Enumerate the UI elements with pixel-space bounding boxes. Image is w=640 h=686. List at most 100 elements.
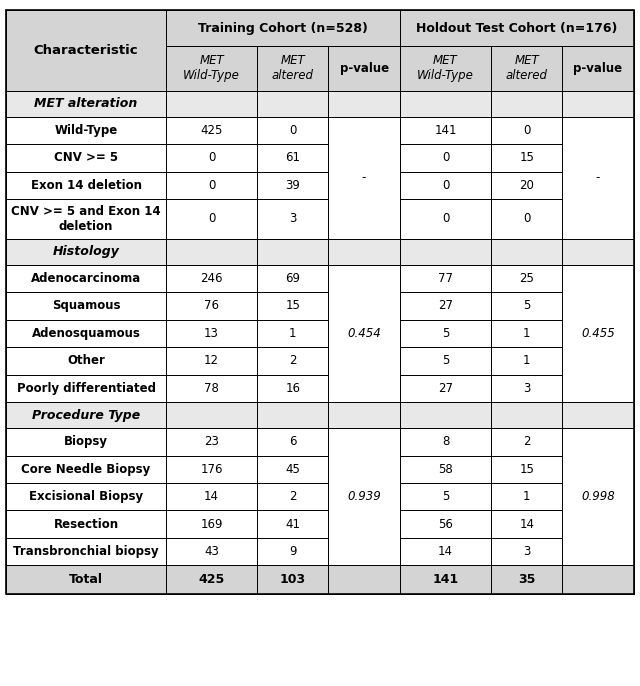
Text: 20: 20 (520, 179, 534, 191)
Text: 103: 103 (280, 573, 306, 586)
Bar (492, 320, 563, 347)
Text: 25: 25 (520, 272, 534, 285)
Bar (563, 428, 634, 565)
Text: 78: 78 (204, 382, 219, 394)
Text: MET
Wild-Type: MET Wild-Type (417, 54, 474, 82)
Bar (166, 483, 257, 510)
Text: Poorly differentiated: Poorly differentiated (17, 382, 156, 394)
Bar (328, 265, 399, 402)
Text: 14: 14 (204, 490, 219, 503)
Bar (6, 456, 166, 483)
Bar (257, 239, 328, 265)
Text: MET
altered: MET altered (272, 54, 314, 82)
Bar (166, 172, 257, 199)
Text: 27: 27 (438, 300, 453, 312)
Text: 15: 15 (285, 300, 300, 312)
Bar (257, 292, 328, 320)
Text: 58: 58 (438, 463, 453, 475)
Bar (328, 483, 399, 510)
Bar (257, 144, 328, 172)
Bar (563, 428, 634, 456)
Bar (257, 375, 328, 402)
Text: Resection: Resection (54, 518, 118, 530)
Bar (563, 91, 634, 117)
Text: 0.455: 0.455 (581, 327, 615, 340)
Bar (328, 292, 399, 320)
Text: Characteristic: Characteristic (34, 44, 138, 57)
Text: Wild-Type: Wild-Type (54, 124, 118, 137)
Text: Holdout Test Cohort (n=176): Holdout Test Cohort (n=176) (416, 22, 618, 34)
Text: 0.939: 0.939 (347, 490, 381, 503)
Bar (399, 10, 634, 46)
Text: 1: 1 (289, 327, 296, 340)
Bar (257, 199, 328, 239)
Bar (492, 265, 563, 292)
Text: -: - (362, 172, 366, 184)
Bar (328, 428, 399, 456)
Bar (6, 117, 166, 144)
Text: Histology: Histology (52, 246, 120, 258)
Bar (328, 117, 399, 144)
Text: 56: 56 (438, 518, 453, 530)
Bar (563, 510, 634, 538)
Bar (6, 292, 166, 320)
Bar (492, 402, 563, 428)
Bar (166, 402, 257, 428)
Text: 61: 61 (285, 152, 300, 164)
Bar (166, 144, 257, 172)
Text: CNV >= 5: CNV >= 5 (54, 152, 118, 164)
Bar (257, 320, 328, 347)
Bar (6, 144, 166, 172)
Text: 5: 5 (442, 490, 449, 503)
Text: 425: 425 (200, 124, 223, 137)
Bar (257, 265, 328, 292)
Bar (399, 538, 492, 565)
Bar (563, 117, 634, 144)
Bar (563, 347, 634, 375)
Bar (328, 456, 399, 483)
Text: 16: 16 (285, 382, 300, 394)
Bar (399, 565, 492, 594)
Bar (6, 320, 166, 347)
Bar (166, 239, 257, 265)
Bar (328, 347, 399, 375)
Text: 6: 6 (289, 436, 296, 448)
Bar (563, 46, 634, 91)
Bar (257, 347, 328, 375)
Bar (399, 239, 492, 265)
Text: 0: 0 (442, 152, 449, 164)
Bar (166, 565, 257, 594)
Bar (399, 117, 492, 144)
Bar (563, 320, 634, 347)
Text: 3: 3 (523, 545, 531, 558)
Bar (6, 91, 166, 117)
Bar (6, 402, 166, 428)
Text: -: - (596, 172, 600, 184)
Bar (257, 565, 328, 594)
Text: 5: 5 (523, 300, 531, 312)
Bar (492, 91, 563, 117)
Text: 0: 0 (523, 124, 531, 137)
Text: Other: Other (67, 355, 105, 367)
Bar (563, 199, 634, 239)
Text: 9: 9 (289, 545, 296, 558)
Text: MET
Wild-Type: MET Wild-Type (183, 54, 240, 82)
Bar (563, 456, 634, 483)
Text: p-value: p-value (339, 62, 388, 75)
Text: 0: 0 (208, 152, 215, 164)
Text: 27: 27 (438, 382, 453, 394)
Bar (492, 565, 563, 594)
Bar (6, 375, 166, 402)
Bar (328, 46, 399, 91)
Text: MET
altered: MET altered (506, 54, 548, 82)
Bar (328, 239, 399, 265)
Text: Adenocarcinoma: Adenocarcinoma (31, 272, 141, 285)
Bar (492, 456, 563, 483)
Bar (492, 172, 563, 199)
Bar (399, 510, 492, 538)
Bar (328, 144, 399, 172)
Bar (166, 428, 257, 456)
Bar (399, 46, 492, 91)
Bar (166, 320, 257, 347)
Text: 41: 41 (285, 518, 300, 530)
